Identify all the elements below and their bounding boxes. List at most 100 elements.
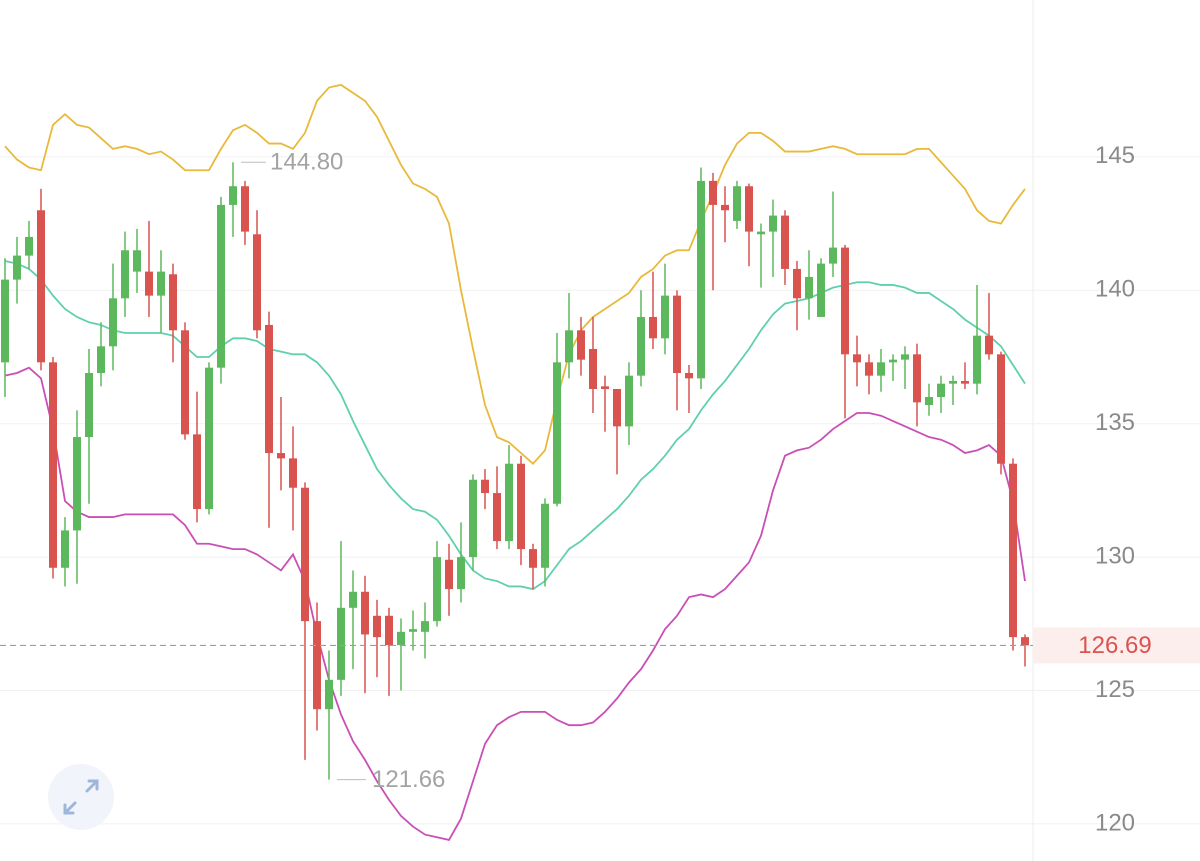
candle-body [37,210,45,363]
candle-body [145,271,153,296]
candle-body [565,330,573,363]
candle-body [277,453,285,459]
y-tick-label: 130 [1095,542,1135,569]
candle-body [385,615,393,646]
candle-body [289,458,297,488]
candle-body [661,295,669,339]
candle-body [217,204,225,368]
band-line [4,366,1026,841]
expand-button-bg[interactable] [48,764,114,830]
candle-body [337,607,345,680]
candle-body [733,186,741,221]
candle-body [493,493,501,542]
candle-body [25,236,33,256]
candle-body [997,354,1005,464]
candle-body [613,389,621,427]
y-tick-label: 135 [1095,409,1135,436]
candle-body [913,354,921,403]
candle-body [781,215,789,269]
candle-body [589,348,597,390]
candle-body [157,271,165,296]
candle-body [697,180,705,379]
candle-body [241,186,249,232]
candle-body [505,463,513,542]
candle-body [901,354,909,360]
candle-body [949,381,957,384]
candle-body [721,204,729,211]
candle-body [865,362,873,376]
candle-body [853,354,861,363]
candle-body [889,359,897,363]
candle-body [481,479,489,494]
candle-body [1,279,9,363]
candle-body [637,316,645,376]
candle-body [181,330,189,435]
candle-body [805,276,813,299]
last-price-label: 126.69 [1078,632,1151,659]
candle-body [877,362,885,376]
candle-body [553,362,561,504]
candle-body [13,255,21,280]
candle-body [265,324,273,454]
y-tick-label: 120 [1095,809,1135,836]
y-tick-label: 125 [1095,676,1135,703]
candle-body [577,330,585,360]
candle-body [925,397,933,406]
high-label: 144.80 [270,149,343,176]
bands [4,83,1026,841]
candle-body [109,298,117,347]
candle-body [649,316,657,339]
candle-body [961,381,969,384]
candle-body [433,557,441,622]
y-tick-label: 140 [1095,276,1135,303]
candle-body [133,250,141,272]
candle-body [937,383,945,398]
candle-body [709,180,717,205]
candle-body [349,591,357,608]
expand-icon [63,779,99,815]
candle-body [757,231,765,235]
last-price-box [1033,627,1200,664]
candle-body [121,250,129,299]
grid [0,156,1200,825]
candle-body [421,621,429,632]
candle-body [373,615,381,638]
candle-body [97,346,105,374]
candle-body [253,234,261,331]
candle-body [49,362,57,568]
candle-body [985,335,993,355]
candle-body [73,437,81,531]
candle-body [793,268,801,299]
candle-body [397,631,405,646]
low-label: 121.66 [372,766,445,793]
candle-body [409,629,417,632]
expand-button[interactable] [48,764,114,830]
candle-body [169,274,177,331]
candle-body [517,463,525,550]
candle-body [61,530,69,568]
candle-body [301,487,309,622]
annotations: 144.80 121.66 126.69 [0,149,1200,793]
candle-body [973,335,981,384]
candle-body [325,679,333,710]
candle-body [229,186,237,205]
candle-body [601,386,609,390]
candle-body [85,373,93,438]
y-axis: 120 125 130 135 140 145 [1095,142,1135,836]
candle-body [469,479,477,558]
candle-body [1009,463,1017,638]
candle-body [193,434,201,510]
candle-body [457,557,465,590]
candle-body [829,247,837,264]
candle-body [817,263,825,317]
band-line [4,83,1026,465]
candle-body [1021,637,1029,646]
candle-body [313,621,321,710]
candle-body [529,549,537,568]
candle-body [541,503,549,568]
y-tick-label: 145 [1095,142,1135,169]
